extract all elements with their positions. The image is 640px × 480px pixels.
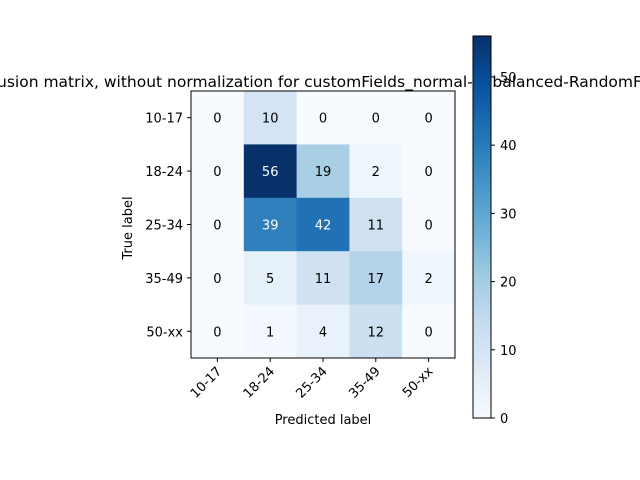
cell-value-label: 42 [315,219,332,234]
x-axis-ticks: 10-17 18-24 25-34 35-49 50-xx [188,358,437,402]
cell-value-label: 0 [424,219,432,234]
cell-value-label: 5 [266,272,274,287]
y-tick-label: 18-24 [145,165,183,180]
cell-value-label: 2 [372,165,380,180]
cell-value-label: 4 [319,325,327,340]
colorbar-tick-label: 50 [500,71,517,86]
colorbar-tick-label: 10 [500,344,517,359]
heatmap-cells: 0 10 0 0 0 0 56 19 2 0 0 39 42 11 0 0 5 11 17 2 0 1 4 12 0 [191,91,456,359]
cell-value-label: 0 [424,112,432,127]
x-tick-label: 25-34 [294,364,331,401]
colorbar-tick-label: 20 [500,276,517,291]
cell-value-label: 12 [368,325,385,340]
heatmap-cell [243,144,298,199]
heatmap-cell [349,251,403,306]
heatmap-cell [296,304,350,359]
heatmap-cell [191,144,245,199]
cell-value-label: 39 [262,219,279,234]
heatmap-cell [243,304,298,359]
heatmap-cell [349,304,403,359]
y-axis-label: True label [121,196,136,260]
cell-value-label: 0 [213,112,221,127]
heatmap-cell [191,91,245,145]
cell-value-label: 1 [266,325,274,340]
colorbar-tick-label: 30 [500,207,517,222]
y-tick-label: 50-xx [146,325,183,340]
heatmap-cell [243,91,298,145]
cell-value-label: 10 [262,112,279,127]
heatmap-cell [191,251,245,306]
heatmap-cell [296,251,350,306]
cell-value-label: 0 [213,272,221,287]
heatmap-cell [191,197,245,252]
chart-title: Confusion matrix, without normalization … [0,73,640,92]
x-tick-label: 35-49 [346,364,383,401]
heatmap-cell [243,197,298,252]
cell-value-label: 0 [213,165,221,180]
heatmap-cell [349,91,403,145]
heatmap-cell [402,91,456,145]
heatmap-cell [296,197,350,252]
x-tick-label: 10-17 [188,364,225,401]
cell-value-label: 0 [319,112,327,127]
cell-value-label: 2 [424,272,432,287]
cell-value-label: 11 [315,272,332,287]
x-tick-label: 18-24 [241,364,278,401]
cell-value-label: 0 [424,325,432,340]
heatmap-cell [349,144,403,199]
cell-value-label: 0 [424,165,432,180]
colorbar-tick-label: 0 [500,412,508,427]
y-tick-label: 35-49 [145,272,183,287]
heatmap-cell [243,251,298,306]
cell-value-label: 11 [368,219,385,234]
cell-value-label: 0 [213,325,221,340]
heatmap-cell [402,197,456,252]
heatmap-cell [402,304,456,359]
x-tick-label: 50-xx [400,364,437,401]
y-tick-label: 25-34 [145,219,183,234]
cell-value-label: 0 [372,112,380,127]
x-axis-label: Predicted label [275,413,372,428]
colorbar-tick-label: 40 [500,139,517,154]
heatmap-cell [402,251,456,306]
heatmap-cell [402,144,456,199]
colorbar-ticks: 0 10 20 30 40 50 [491,71,517,427]
heatmap-cell [296,144,350,199]
cell-value-label: 0 [213,219,221,234]
cell-value-label: 19 [315,165,332,180]
cell-value-label: 56 [262,165,279,180]
heatmap-cell [296,91,350,145]
heatmap-cell [191,304,245,359]
colorbar [472,35,492,419]
y-axis-ticks: 10-17 18-24 25-34 35-49 50-xx [145,112,191,340]
heatmap-cell [349,197,403,252]
cell-value-label: 17 [368,272,385,287]
y-tick-label: 10-17 [145,112,183,127]
